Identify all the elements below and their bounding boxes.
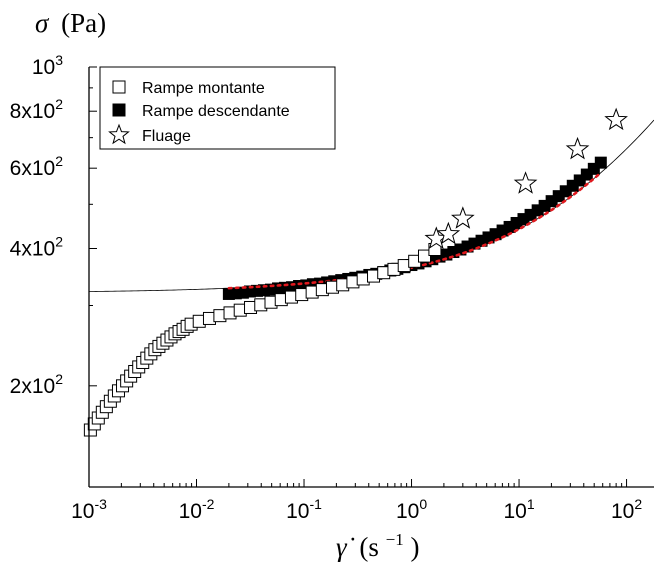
legend-label-rampe-montante: Rampe montante — [142, 80, 265, 97]
point-rampe-descendante — [594, 156, 607, 169]
x-tick-label: 100 — [396, 496, 427, 523]
x-axis-unit-close: ) — [410, 532, 419, 562]
x-tick-label: 102 — [611, 496, 642, 523]
y-axis-symbol: σ — [35, 8, 50, 38]
y-tick-label: 103 — [32, 52, 63, 79]
y-axis-unit: (Pa) — [61, 8, 106, 38]
y-axis-title: σ (Pa) — [35, 8, 106, 38]
point-rampe-montante — [417, 249, 431, 263]
legend-label-fluage: Fluage — [142, 128, 191, 145]
legend-label-rampe-descendante: Rampe descendante — [142, 103, 290, 120]
point-fluage — [513, 171, 538, 194]
y-tick-label: 4x102 — [10, 234, 64, 261]
fit-curve-red-dotted — [227, 171, 603, 290]
point-fluage — [451, 206, 475, 229]
y-tick-label: 2x102 — [10, 371, 64, 398]
legend-box — [99, 66, 336, 150]
y-tick-label: 8x102 — [10, 96, 64, 123]
x-tick-label: 10-2 — [179, 496, 215, 523]
x-tick-label: 101 — [503, 496, 534, 523]
legend-marker-fluage — [108, 123, 130, 145]
point-rampe-descendante — [440, 248, 453, 261]
data-markers — [83, 107, 628, 437]
point-rampe-descendante — [503, 220, 516, 233]
x-axis-symbol: γ̇ — [336, 532, 355, 562]
legend: Rampe montante Rampe descendante Fluage — [99, 66, 336, 150]
x-axis-title: γ̇ (s −1 ) — [336, 521, 419, 562]
axes: 10-3 10-2 10-1 100 101 102 103 8x102 6x102 4x102 2… — [10, 52, 654, 523]
y-tick-label: 6x102 — [10, 153, 64, 180]
x-tick-label: 10-1 — [286, 496, 322, 523]
x-tick-label: 10-3 — [71, 496, 107, 523]
x-axis-unit-exp: −1 — [386, 530, 404, 549]
point-fluage — [436, 221, 461, 245]
point-fluage — [565, 136, 590, 160]
x-axis-unit: (s — [359, 532, 379, 562]
point-fluage — [604, 107, 628, 131]
legend-marker-rampe-montante — [112, 80, 126, 94]
legend-marker-rampe-descendante — [112, 103, 126, 117]
